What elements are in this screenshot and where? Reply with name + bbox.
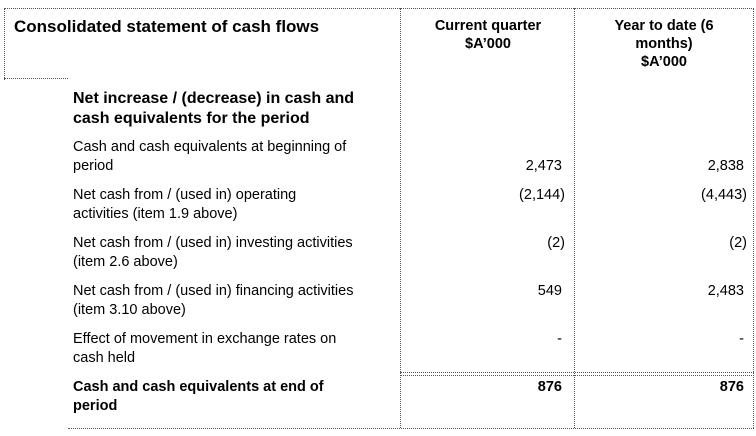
col-current-quarter-line2: $A’000 <box>465 36 511 52</box>
value-ytd-ending-cash: 876 <box>719 379 744 395</box>
row-label-line: cash held <box>73 350 136 366</box>
statement-title: Consolidated statement of cash flows <box>14 17 320 36</box>
col-current-quarter-line1: Current quarter <box>434 18 542 34</box>
row-label-line: (item 3.10 above) <box>73 302 186 318</box>
row-label-line: activities (item 1.9 above) <box>73 206 238 222</box>
col-ytd-line2: months) <box>635 36 693 52</box>
section-title: Net increase / (decrease) in cash and ca… <box>73 89 354 129</box>
row-label-investing: Net cash from / (used in) investing acti… <box>73 234 353 272</box>
row-label-line: Net cash from / (used in) investing acti… <box>73 235 353 251</box>
value-ytd-beginning-cash: 2,838 <box>707 158 744 174</box>
row-label-exchange-rates: Effect of movement in exchange rates on … <box>73 330 336 368</box>
total-top-border <box>400 372 754 373</box>
value-ytd-financing: 2,483 <box>707 283 744 299</box>
value-current-exchange-rates: - <box>557 331 562 347</box>
header-bottom-border <box>4 78 68 79</box>
right-border <box>753 8 754 428</box>
value-ytd-investing: (2) <box>729 235 747 251</box>
row-label-operating: Net cash from / (used in) operating acti… <box>73 186 296 224</box>
row-label-line: period <box>73 158 114 174</box>
value-current-ending-cash: 876 <box>537 379 562 395</box>
row-label-line: (item 2.6 above) <box>73 254 178 270</box>
col-ytd-line3: $A’000 <box>641 54 687 70</box>
row-label-line: Net cash from / (used in) operating <box>73 187 297 203</box>
col-year-to-date-header: Year to date (6 months) $A’000 <box>576 17 752 71</box>
row-label-line: Net cash from / (used in) financing acti… <box>73 283 354 299</box>
col1-left-border <box>400 8 401 428</box>
total-top-border-2 <box>400 375 754 376</box>
value-current-beginning-cash: 2,473 <box>525 158 562 174</box>
row-label-line: Effect of movement in exchange rates on <box>73 331 337 347</box>
value-ytd-operating: (4,443) <box>701 187 747 203</box>
row-label-ending-cash: Cash and cash equivalents at end of peri… <box>73 378 324 416</box>
row-label-line: Cash and cash equivalents at beginning o… <box>73 139 347 155</box>
row-label-line: period <box>73 398 118 414</box>
row-label-line: Cash and cash equivalents at end of <box>73 379 324 395</box>
col2-left-border <box>574 8 575 428</box>
row-label-financing: Net cash from / (used in) financing acti… <box>73 282 353 320</box>
value-current-investing: (2) <box>547 235 565 251</box>
col-current-quarter-header: Current quarter $A’000 <box>402 17 574 53</box>
bottom-border <box>68 428 754 429</box>
top-border <box>4 8 754 9</box>
value-current-operating: (2,144) <box>519 187 565 203</box>
col-ytd-line1: Year to date (6 <box>614 18 714 34</box>
section-title-line1: Net increase / (decrease) in cash and <box>73 90 355 107</box>
value-ytd-exchange-rates: - <box>739 331 744 347</box>
value-current-financing: 549 <box>537 283 562 299</box>
row-label-beginning-cash: Cash and cash equivalents at beginning o… <box>73 138 346 176</box>
left-border <box>4 8 5 80</box>
section-title-line2: cash equivalents for the period <box>73 110 310 127</box>
